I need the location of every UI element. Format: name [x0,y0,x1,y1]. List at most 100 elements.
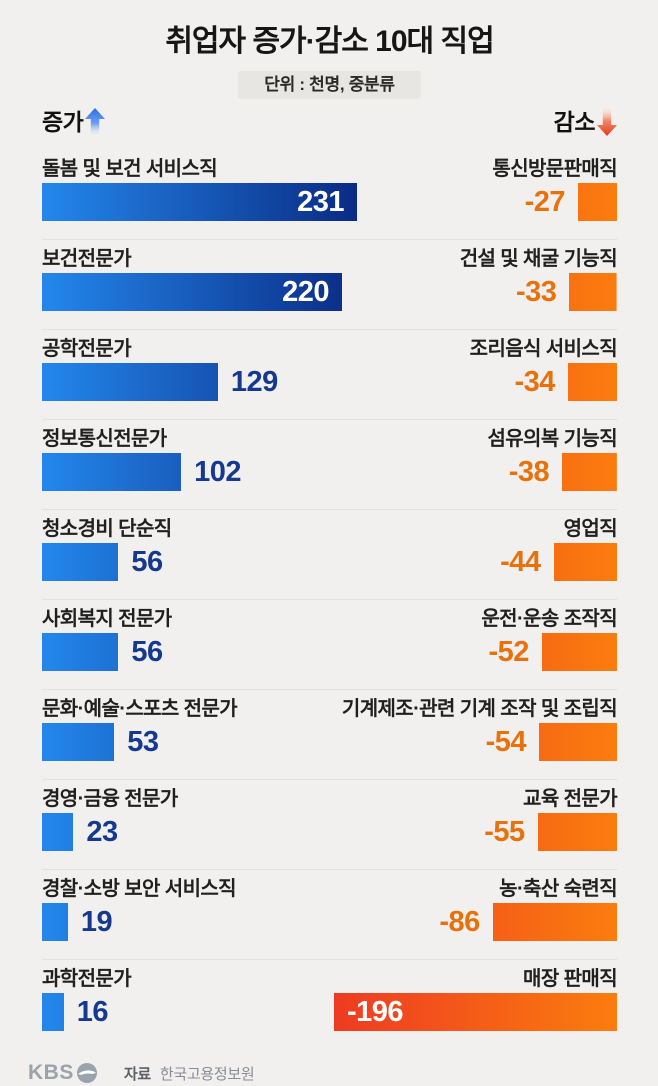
decrease-bar-line: -33 [516,273,617,311]
kbs-globe-icon [76,1063,97,1083]
decrease-bar-label: 기계제조·관련 기계 조작 및 조립직 [341,698,618,720]
decrease-value: -27 [524,186,566,218]
decrease-bar-line: -196 [334,993,617,1031]
increase-value: 231 [297,186,344,218]
increase-bar-label: 공학전문가 [42,338,132,360]
decrease-bar-label: 섬유의복 기능직 [487,428,617,450]
chart-row: 돌봄 및 보건 서비스직 231 통신방문판매직 -27 [42,150,618,239]
decrease-label: 감소 [553,109,596,135]
legend-decrease: 감소 [554,108,617,136]
increase-value: 56 [131,546,163,578]
decrease-bar-label: 매장 판매직 [523,968,618,990]
increase-bar-line: 231 [42,183,357,221]
decrease-bar [541,633,617,671]
decrease-value: -55 [484,816,525,848]
decrease-bar-line: -86 [439,903,617,941]
increase-bar [42,813,74,851]
increase-value: 102 [194,456,241,488]
increase-value: 129 [230,366,278,398]
increase-bar-label: 정보통신전문가 [42,428,167,450]
increase-bar [42,903,68,941]
increase-bar-line: 53 [42,723,159,761]
chart-row: 공학전문가 129 조리음식 서비스직 -34 [42,329,618,419]
increase-value: 23 [86,816,118,848]
decrease-bar [537,813,617,851]
increase-bar-line: 16 [42,993,109,1031]
decrease-bar [567,363,617,401]
increase-value: 19 [80,906,113,938]
increase-bar [42,363,218,401]
decrease-value: -34 [514,366,555,398]
decrease-bar-label: 농·축산 숙련직 [499,878,617,900]
increase-bar-line: 56 [42,543,163,581]
decrease-value: -196 [347,996,404,1028]
chart-row: 과학전문가 16 매장 판매직 -196 [42,959,618,1049]
increase-value: 56 [131,636,163,668]
increase-bar-label: 돌봄 및 보건 서비스직 [42,158,218,180]
increase-value: 53 [127,726,159,758]
increase-bar [42,723,115,761]
decrease-value: -38 [508,456,550,488]
increase-bar-label: 청소경비 단순직 [42,518,172,540]
increase-bar-label: 경찰·소방 보안 서비스직 [42,878,237,900]
up-arrow-icon [85,108,106,136]
decrease-bar: -196 [334,993,617,1031]
increase-bar-label: 경영·금융 전문가 [42,788,178,810]
decrease-bar-line: -38 [509,453,617,491]
increase-label: 증가 [42,109,84,135]
subtitle-wrap: 단위 : 천명, 중분류 [42,71,617,99]
increase-bar: 220 [42,273,342,311]
increase-value: 220 [282,276,329,308]
increase-bar [42,633,119,671]
increase-bar-line: 129 [42,363,278,401]
decrease-value: -44 [500,546,541,578]
chart-row: 문화·예술·스포츠 전문가 53 기계제조·관련 기계 조작 및 조립직 -54 [42,689,618,779]
legend: 증가 감소 [42,108,617,138]
decrease-bar-label: 영업직 [563,518,618,540]
increase-bar [42,993,64,1031]
increase-bar-line: 19 [42,903,113,941]
decrease-bar [553,543,617,581]
decrease-value: -52 [488,636,529,668]
decrease-value: -33 [515,276,557,308]
page-title: 취업자 증가·감소 10대 직업 [165,25,494,58]
footer: KBS 자료 한국고용정보원 [28,1058,617,1086]
chart-row: 사회복지 전문가 56 운전·운송 조작직 -52 [42,599,618,689]
decrease-bar [539,723,617,761]
increase-bar-label: 문화·예술·스포츠 전문가 [42,698,238,720]
chart-row: 정보통신전문가 102 섬유의복 기능직 -38 [42,419,618,509]
chart-rows: 돌봄 및 보건 서비스직 231 통신방문판매직 -27 보건전문가 220 건설 및 채굴… [42,150,618,1049]
decrease-value: -86 [439,906,480,938]
increase-bar-line: 220 [42,273,342,311]
decrease-bar-line: -34 [514,363,617,401]
chart-row: 청소경비 단순직 56 영업직 -44 [42,509,618,599]
increase-bar-label: 보건전문가 [42,248,132,270]
increase-bar-label: 사회복지 전문가 [42,608,172,630]
decrease-bar-line: -55 [484,813,617,851]
decrease-bar [578,183,617,221]
chart-row: 경찰·소방 보안 서비스직 19 농·축산 숙련직 -86 [42,869,618,959]
decrease-bar-line: -44 [500,543,617,581]
unit-note: 단위 : 천명, 중분류 [238,71,421,99]
down-arrow-icon [597,108,617,136]
decrease-bar-label: 교육 전문가 [523,788,618,810]
increase-bar [42,543,119,581]
source-label: 자료 [123,1065,151,1083]
source-value: 한국고용정보원 [159,1065,255,1083]
increase-bar-label: 과학전문가 [42,968,132,990]
kbs-logo: KBS [28,1061,74,1084]
decrease-value: -54 [485,726,527,758]
legend-increase: 증가 [42,108,106,136]
decrease-bar-line: -52 [488,633,617,671]
chart-row: 경영·금융 전문가 23 교육 전문가 -55 [42,779,618,869]
decrease-bar-label: 건설 및 채굴 기능직 [459,248,618,270]
decrease-bar-line: -27 [525,183,617,221]
increase-value: 16 [76,996,109,1028]
decrease-bar [569,273,617,311]
chart-row: 보건전문가 220 건설 및 채굴 기능직 -33 [42,239,618,329]
increase-bar-line: 102 [42,453,241,491]
decrease-bar-line: -54 [486,723,617,761]
increase-bar-line: 23 [42,813,118,851]
decrease-bar-label: 조리음식 서비스직 [469,338,618,360]
